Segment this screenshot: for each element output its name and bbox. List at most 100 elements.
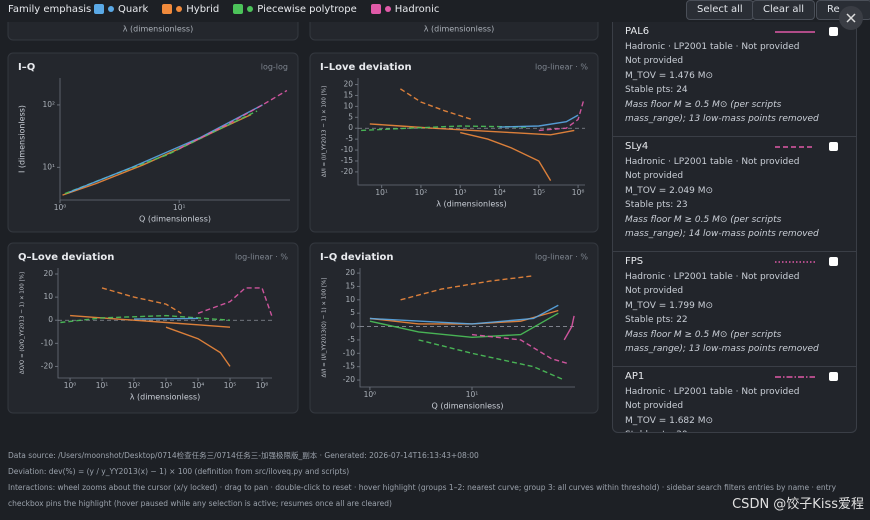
axis [57, 268, 272, 379]
sidebar-entry: FPS Hadronic · LP2001 table · Not provide… [613, 252, 856, 367]
panel-title: I–Love deviation [320, 62, 412, 73]
entry-name: FPS [625, 256, 644, 267]
entry-detail: Stable pts: 22 [625, 315, 688, 325]
select-all-button[interactable]: Select all [686, 0, 754, 20]
entry-checkbox[interactable] [829, 27, 838, 36]
panel-title: I–Q deviation [320, 252, 394, 263]
family-label: Quark [118, 4, 149, 15]
entry-detail: M_TOV = 1.682 M⊙ [625, 415, 714, 426]
x-tick-label: 10⁵ [224, 381, 237, 390]
x-tick-label: 10⁶ [256, 381, 269, 390]
family-dot [108, 6, 114, 12]
x-tick-label: 10¹ [375, 188, 388, 197]
entry-detail: M_TOV = 1.799 M⊙ [625, 300, 714, 311]
entry-detail: Not provided [625, 401, 684, 411]
family-checkbox[interactable] [94, 4, 104, 14]
x-axis-label: λ (dimensionless) [424, 25, 494, 34]
sidebar-entry: AP1 Hadronic · LP2001 table · Not provide… [613, 367, 856, 432]
y-tick-label: 10¹ [42, 162, 55, 171]
family-checkbox[interactable] [162, 4, 173, 14]
curve [133, 317, 199, 320]
footer-line: Deviation: dev(%) = (y / y_YY2013(x) − 1… [8, 467, 350, 476]
entry-checkbox[interactable] [829, 372, 838, 381]
entry-checkbox[interactable] [829, 257, 838, 266]
entry-detail: Not provided [625, 171, 684, 181]
y-tick-label: 20 [345, 268, 355, 277]
entry-name: AP1 [625, 371, 645, 382]
curve [64, 110, 258, 195]
entry-detail: Hadronic · LP2001 table · Not provided [625, 386, 800, 397]
x-axis-label: Q (dimensionless) [431, 402, 503, 411]
y-axis-label: ΔI/I = (I/I_YY2013 − 1) × 100 [%] [322, 86, 328, 177]
curve [471, 333, 570, 365]
y-tick-label: 20 [343, 80, 353, 89]
panel-title: Q–Love deviation [18, 252, 114, 263]
x-tick-label: 10⁴ [493, 188, 506, 197]
family-label: Piecewise polytrope [257, 4, 357, 15]
y-tick-label: 0 [350, 322, 355, 331]
panel [309, 242, 599, 414]
x-axis-label: λ (dimensionless) [436, 200, 506, 209]
curve [400, 275, 534, 301]
entry-detail: Hadronic · LP2001 table · Not provided [625, 41, 800, 52]
family-label: Hadronic [394, 4, 440, 15]
watermark: CSDN @饺子Kiss爱程 [732, 497, 864, 512]
x-tick-label: 10² [128, 381, 141, 390]
entry-note: Mass floor M ≥ 0.5 M⊙ (per scripts mass_… [625, 329, 819, 355]
clear-all-button[interactable]: Clear all [752, 0, 816, 20]
x-tick-label: 10⁰ [64, 381, 77, 390]
y-tick-label: -5 [348, 335, 356, 344]
curve [460, 131, 552, 181]
entry-checkbox[interactable] [829, 142, 838, 151]
y-tick-label: 15 [343, 90, 353, 99]
line-sample [775, 261, 815, 263]
curve [499, 114, 579, 128]
x-tick-label: 10¹ [96, 381, 109, 390]
panel-scale: log-log [261, 63, 288, 72]
panel-scale: log-linear · % [535, 253, 588, 262]
entry-name: PAL6 [625, 26, 650, 37]
family-checkbox[interactable] [233, 4, 244, 14]
entry-detail: M_TOV = 1.476 M⊙ [625, 70, 714, 81]
entry-name: SLy4 [625, 141, 649, 152]
family-checkbox[interactable] [370, 4, 381, 14]
y-axis-label: I (dimensionless) [18, 105, 27, 173]
curve [418, 339, 565, 381]
curve [563, 315, 575, 341]
x-axis-label: λ (dimensionless) [123, 25, 193, 34]
y-tick-label: 10² [42, 100, 55, 109]
x-tick-label: 10¹ [466, 390, 479, 399]
curve [69, 104, 263, 193]
curve [197, 287, 273, 316]
x-axis-label: λ (dimensionless) [130, 393, 200, 402]
curve [70, 314, 231, 328]
family-dot [176, 6, 183, 12]
x-tick-label: 10⁰ [364, 390, 377, 399]
header: Family emphasis Quark Hybrid Piecewise pol… [0, 0, 870, 30]
y-tick-label: 10 [343, 101, 353, 110]
close-button[interactable] [838, 5, 864, 31]
y-tick-label: 5 [348, 112, 353, 121]
footer-line: Interactions: wheel zooms about the curs… [8, 483, 837, 508]
y-tick-label: -15 [343, 362, 355, 371]
charts: λ (dimensionless) λ (dimensionless) I–Q log… [7, 0, 599, 414]
x-tick-label: 10⁶ [572, 188, 585, 197]
x-tick-label: 10⁰ [54, 203, 67, 212]
y-tick-label: 0 [348, 123, 353, 132]
x-tick-label: 10³ [454, 188, 467, 197]
family-dot [247, 6, 254, 12]
footer-line: Data source: /Users/moonshot/Desktop/071… [8, 451, 479, 460]
sidebar-entry: SLy4 Hadronic · LP2001 table · Not provid… [613, 137, 856, 252]
curve [60, 314, 231, 324]
curve [361, 125, 528, 132]
sidebar: PAL6 Hadronic · LP2001 table · Not provid… [612, 0, 857, 433]
curve [101, 287, 182, 314]
entry-detail: Not provided [625, 56, 684, 66]
entry-note: Mass floor M ≥ 0.5 M⊙ (per scripts mass_… [625, 214, 819, 240]
y-axis-label: ΔQ/Q = (Q/Q_YY2013 − 1) × 100 [%] [20, 272, 26, 374]
x-tick-label: 10¹ [173, 203, 186, 212]
curve [165, 326, 231, 367]
family-label: Hybrid [186, 4, 220, 15]
y-tick-label: -15 [341, 156, 353, 165]
